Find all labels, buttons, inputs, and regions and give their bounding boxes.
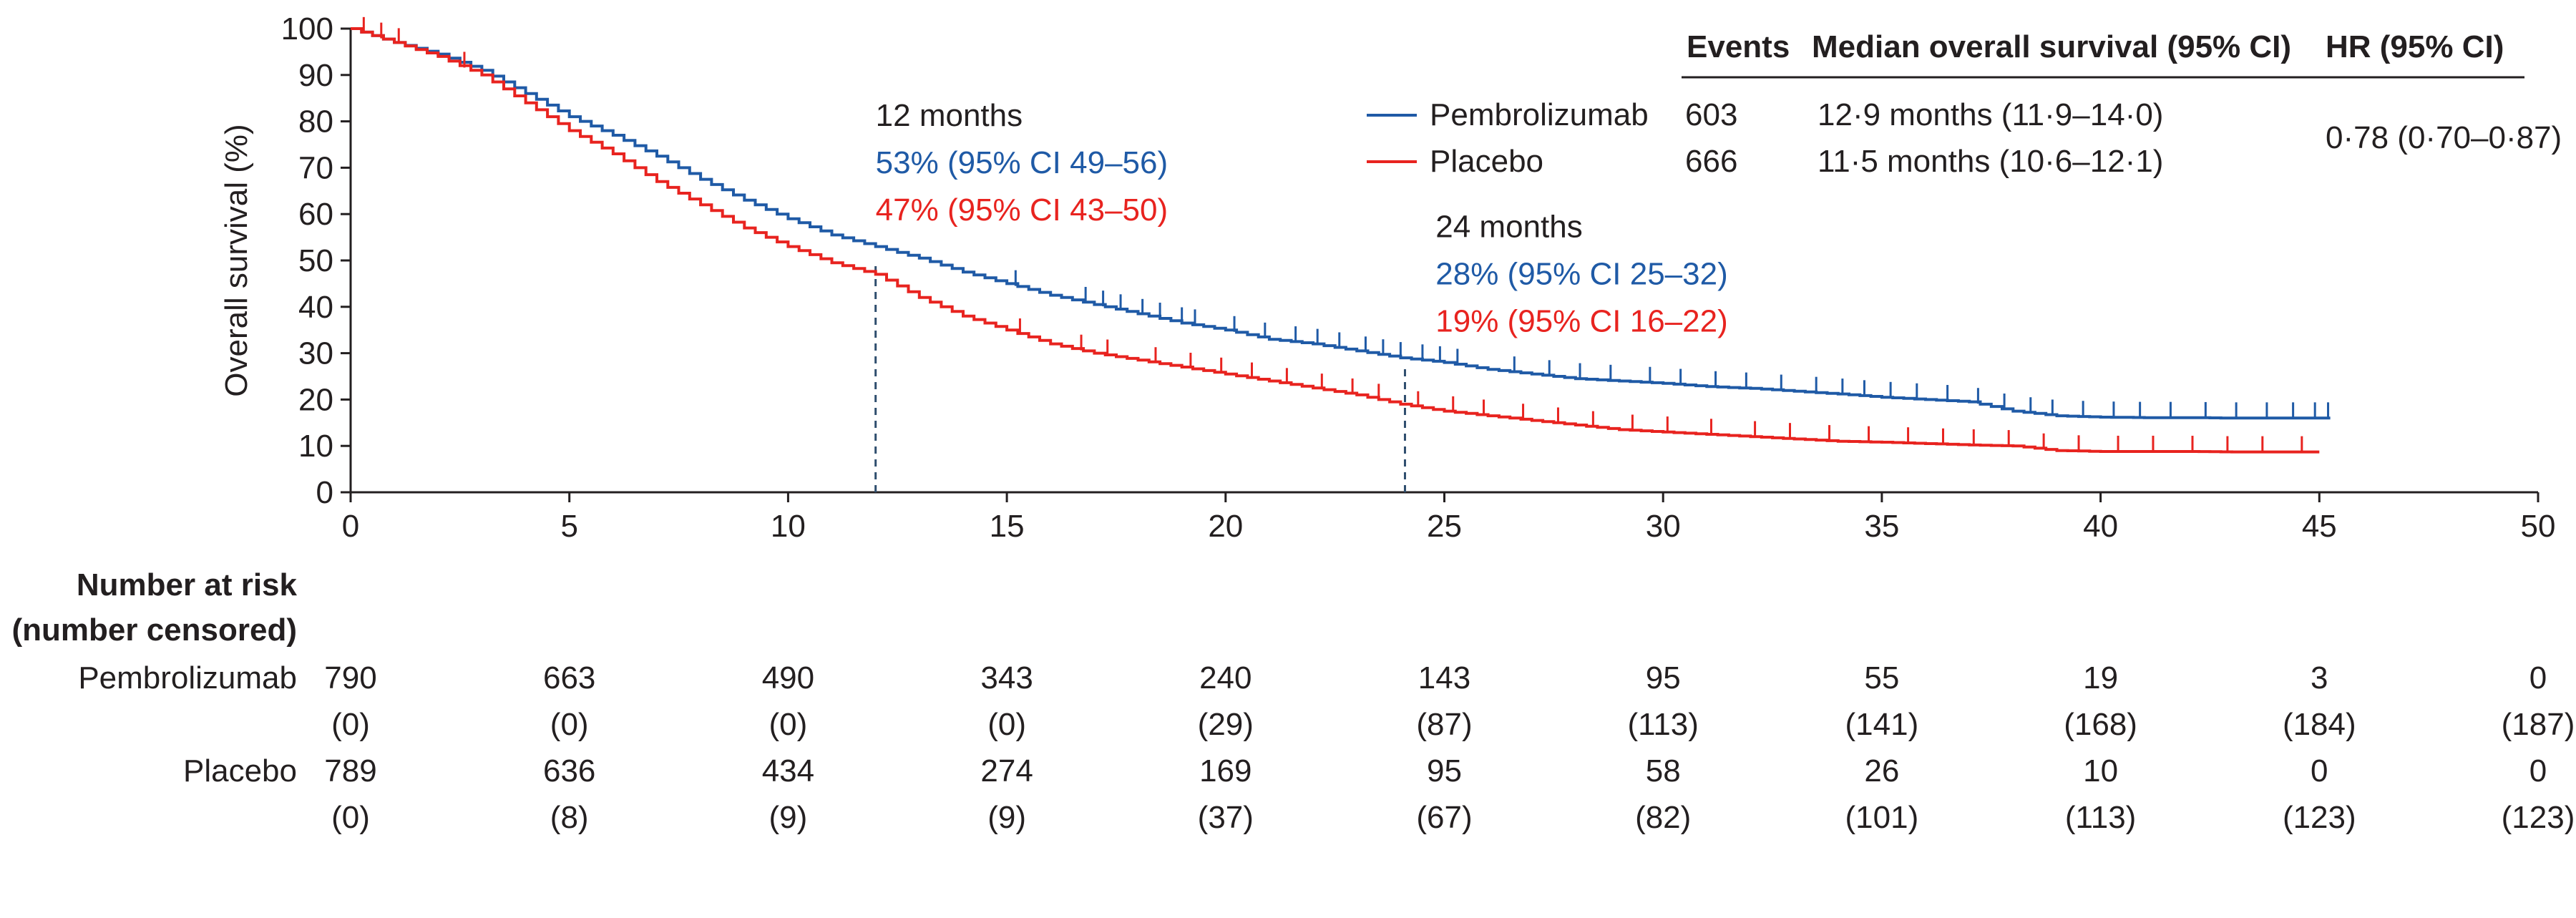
y-tick-label: 60 — [298, 197, 333, 232]
x-tick-label: 40 — [2083, 509, 2118, 544]
risk-censored-cell: (67) — [1416, 800, 1472, 835]
risk-censored-cell: (0) — [987, 707, 1026, 742]
risk-group-label-1: Placebo — [183, 753, 297, 788]
annotation-1-line-0: 24 months — [1435, 210, 1582, 245]
risk-table-title: Number at risk — [77, 567, 298, 602]
table-events-1: 666 — [1685, 144, 1737, 179]
risk-censored-cell: (0) — [331, 707, 370, 742]
risk-censored-cell: (9) — [769, 800, 808, 835]
table-header-hr: HR (95% CI) — [2326, 29, 2504, 64]
risk-censored-cell: (184) — [2283, 707, 2356, 742]
risk-at-risk-cell: 10 — [2083, 753, 2118, 788]
risk-at-risk-cell: 26 — [1864, 753, 1899, 788]
y-tick-label: 20 — [298, 382, 333, 417]
risk-at-risk-cell: 55 — [1864, 660, 1899, 695]
annotation-0-line-0: 12 months — [876, 98, 1023, 133]
risk-censored-cell: (101) — [1845, 800, 1919, 835]
risk-group-label-0: Pembrolizumab — [78, 660, 297, 695]
risk-at-risk-cell: 169 — [1199, 753, 1252, 788]
risk-at-risk-cell: 789 — [324, 753, 376, 788]
risk-at-risk-cell: 663 — [543, 660, 595, 695]
risk-at-risk-cell: 19 — [2083, 660, 2118, 695]
annotation-1-line-1: 28% (95% CI 25–32) — [1435, 257, 1727, 292]
risk-censored-cell: (168) — [2064, 707, 2137, 742]
risk-censored-cell: (37) — [1198, 800, 1254, 835]
curve-placebo — [351, 27, 2320, 454]
y-tick-label: 10 — [298, 429, 333, 464]
annotation-1-line-2: 19% (95% CI 16–22) — [1435, 304, 1727, 339]
risk-at-risk-cell: 274 — [980, 753, 1033, 788]
table-events-0: 603 — [1685, 97, 1737, 132]
risk-censored-cell: (29) — [1198, 707, 1254, 742]
annotation-0-line-1: 53% (95% CI 49–56) — [876, 145, 1168, 180]
y-tick-label: 50 — [298, 243, 333, 278]
risk-at-risk-cell: 343 — [980, 660, 1033, 695]
y-tick-label: 0 — [316, 475, 333, 510]
x-tick-label: 50 — [2521, 509, 2556, 544]
annotation-0-line-2: 47% (95% CI 43–50) — [876, 192, 1168, 228]
risk-at-risk-cell: 143 — [1418, 660, 1470, 695]
risk-censored-cell: (9) — [987, 800, 1026, 835]
risk-at-risk-cell: 0 — [2529, 660, 2547, 695]
risk-censored-cell: (87) — [1416, 707, 1472, 742]
risk-censored-cell: (0) — [769, 707, 808, 742]
risk-at-risk-cell: 3 — [2311, 660, 2328, 695]
risk-at-risk-cell: 95 — [1646, 660, 1681, 695]
risk-censored-cell: (113) — [1627, 707, 1698, 742]
risk-censored-cell: (123) — [2502, 800, 2575, 835]
risk-at-risk-cell: 240 — [1199, 660, 1252, 695]
table-median-0: 12·9 months (11·9–14·0) — [1818, 97, 2163, 132]
risk-at-risk-cell: 790 — [324, 660, 376, 695]
risk-censored-cell: (0) — [331, 800, 370, 835]
legend-label-1: Placebo — [1430, 144, 1543, 179]
risk-table-subtitle: (number censored) — [11, 612, 297, 648]
x-tick-label: 30 — [1646, 509, 1681, 544]
risk-at-risk-cell: 490 — [762, 660, 814, 695]
x-tick-label: 25 — [1427, 509, 1462, 544]
x-tick-label: 10 — [771, 509, 806, 544]
legend-label-0: Pembrolizumab — [1430, 97, 1649, 132]
risk-censored-cell: (123) — [2283, 800, 2356, 835]
x-tick-label: 35 — [1864, 509, 1899, 544]
x-tick-label: 45 — [2302, 509, 2337, 544]
risk-at-risk-cell: 95 — [1427, 753, 1462, 788]
y-tick-label: 40 — [298, 290, 333, 325]
risk-censored-cell: (8) — [550, 800, 589, 835]
table-hr-value: 0·78 (0·70–0·87) — [2326, 120, 2562, 155]
risk-censored-cell: (141) — [1845, 707, 1919, 742]
risk-at-risk-cell: 636 — [543, 753, 595, 788]
x-tick-label: 5 — [560, 509, 577, 544]
y-axis-label: Overall survival (%) — [219, 124, 254, 396]
table-median-1: 11·5 months (10·6–12·1) — [1818, 144, 2163, 179]
x-tick-label: 20 — [1208, 509, 1243, 544]
risk-censored-cell: (113) — [2065, 800, 2136, 835]
risk-at-risk-cell: 0 — [2311, 753, 2328, 788]
table-header-median: Median overall survival (95% CI) — [1812, 29, 2291, 64]
x-tick-label: 15 — [990, 509, 1025, 544]
curve-pembrolizumab — [351, 27, 2331, 420]
risk-at-risk-cell: 58 — [1646, 753, 1681, 788]
risk-at-risk-cell: 434 — [762, 753, 814, 788]
y-tick-label: 30 — [298, 336, 333, 371]
risk-censored-cell: (0) — [550, 707, 589, 742]
risk-censored-cell: (187) — [2502, 707, 2575, 742]
risk-at-risk-cell: 0 — [2529, 753, 2547, 788]
table-header-events: Events — [1687, 29, 1790, 64]
y-tick-label: 70 — [298, 150, 333, 185]
y-tick-label: 90 — [298, 58, 333, 93]
y-tick-label: 80 — [298, 104, 333, 140]
risk-censored-cell: (82) — [1635, 800, 1691, 835]
y-tick-label: 100 — [281, 11, 333, 47]
x-tick-label: 0 — [342, 509, 359, 544]
